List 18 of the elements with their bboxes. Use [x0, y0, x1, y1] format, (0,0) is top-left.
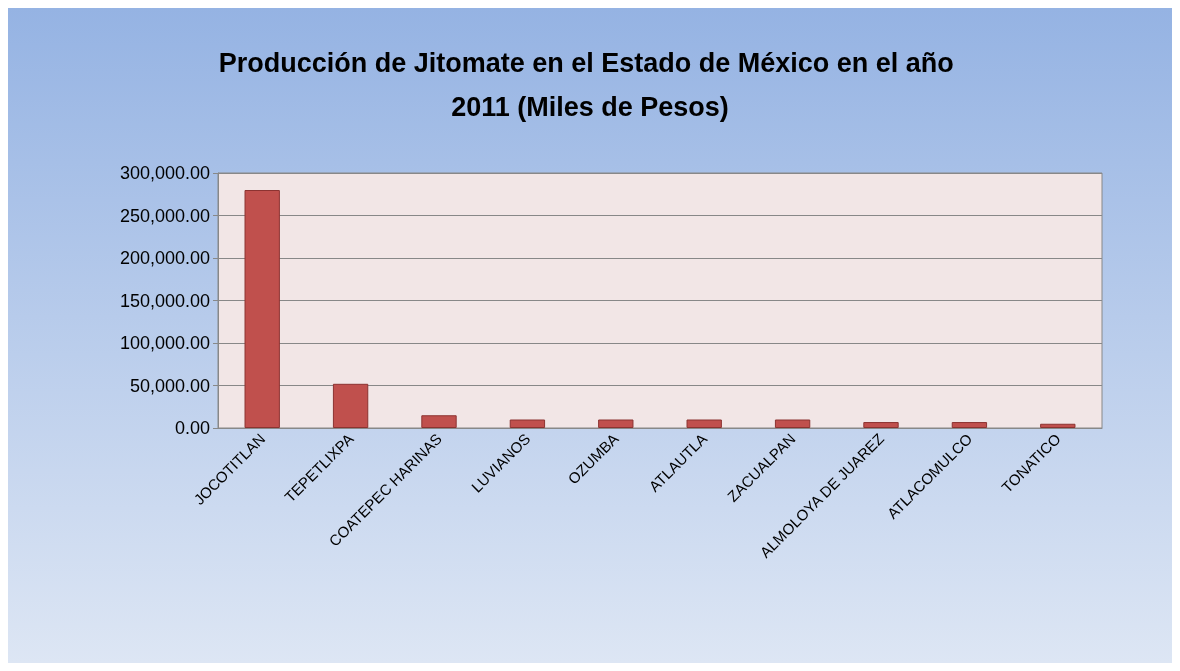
bar — [1040, 423, 1076, 428]
y-tick-label: 200,000.00 — [119, 248, 210, 268]
y-tick-label: 100,000.00 — [119, 333, 210, 353]
y-tick-label: 300,000.00 — [119, 163, 210, 183]
bar — [686, 419, 722, 428]
bar — [598, 419, 634, 428]
bar — [951, 422, 988, 428]
y-tick-label: 0.00 — [174, 418, 210, 438]
bar — [509, 419, 546, 428]
bar — [863, 422, 899, 428]
chart-title: Producción de Jitomate en el Estado de México en el año 2011 (Miles de Pesos) — [218, 48, 962, 122]
y-tick-label: 250,000.00 — [119, 205, 210, 226]
bar — [774, 419, 811, 428]
bar — [332, 383, 369, 428]
bar — [244, 190, 280, 428]
bar — [421, 415, 457, 428]
y-tick-label: 50,000.00 — [129, 375, 210, 396]
y-tick-label: 150,000.00 — [119, 290, 210, 311]
